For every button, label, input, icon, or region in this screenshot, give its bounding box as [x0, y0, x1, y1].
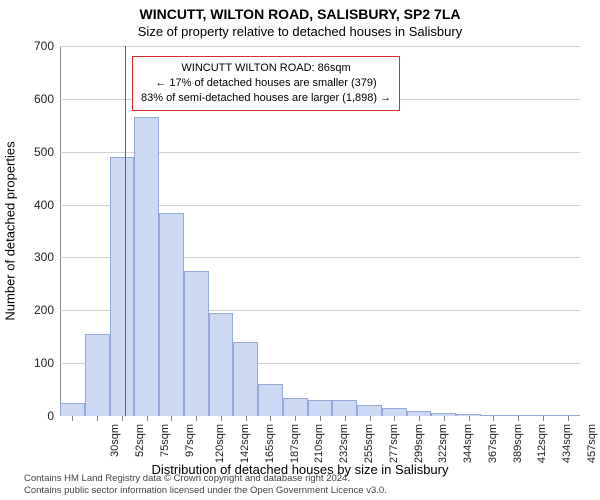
gridline [60, 46, 580, 47]
x-tick-label: 232sqm [338, 424, 350, 463]
x-tick-label: 210sqm [314, 424, 326, 463]
histogram-bar [382, 408, 407, 416]
x-tick-mark [72, 416, 73, 421]
x-tick-mark [246, 416, 247, 421]
y-tick-label: 700 [34, 39, 54, 53]
y-tick-label: 100 [34, 356, 54, 370]
histogram-bar [283, 398, 308, 417]
x-tick-mark [270, 416, 271, 421]
x-tick-label: 344sqm [462, 424, 474, 463]
x-tick-label: 30sqm [109, 424, 121, 457]
x-tick-mark [171, 416, 172, 421]
histogram-bar [159, 213, 184, 417]
x-tick-label: 142sqm [239, 424, 251, 463]
histogram-bar [110, 157, 135, 416]
plot-area: WINCUTT WILTON ROAD: 86sqm← 17% of detac… [60, 46, 580, 416]
histogram-bar [308, 400, 333, 416]
x-tick-label: 97sqm [184, 424, 196, 457]
histogram-bar [332, 400, 357, 416]
x-tick-mark [394, 416, 395, 421]
x-tick-mark [419, 416, 420, 421]
x-tick-label: 277sqm [388, 424, 400, 463]
x-tick-label: 412sqm [536, 424, 548, 463]
chart-container: WINCUTT, WILTON ROAD, SALISBURY, SP2 7LA… [0, 0, 600, 500]
footer-line2: Contains public sector information licen… [24, 485, 387, 496]
y-axis-title: Number of detached properties [3, 141, 18, 320]
x-tick-mark [493, 416, 494, 421]
histogram-bar [258, 384, 283, 416]
x-tick-mark [196, 416, 197, 421]
x-tick-mark [518, 416, 519, 421]
x-tick-mark [147, 416, 148, 421]
histogram-bar [357, 405, 382, 416]
x-tick-label: 299sqm [413, 424, 425, 463]
x-tick-mark [97, 416, 98, 421]
x-tick-mark [221, 416, 222, 421]
footer-attribution: Contains HM Land Registry data © Crown c… [24, 473, 387, 496]
x-tick-label: 457sqm [586, 424, 598, 463]
x-tick-label: 120sqm [215, 424, 227, 463]
chart-title-line2: Size of property relative to detached ho… [0, 24, 600, 39]
x-tick-mark [295, 416, 296, 421]
marker-line [125, 46, 126, 416]
y-tick-label: 400 [34, 198, 54, 212]
x-tick-label: 75sqm [159, 424, 171, 457]
footer-line1: Contains HM Land Registry data © Crown c… [24, 473, 387, 484]
x-tick-label: 389sqm [512, 424, 524, 463]
x-tick-mark [122, 416, 123, 421]
chart-title-line1: WINCUTT, WILTON ROAD, SALISBURY, SP2 7LA [0, 6, 600, 22]
histogram-bar [85, 334, 110, 416]
histogram-bar [209, 313, 234, 416]
x-tick-label: 52sqm [134, 424, 146, 457]
x-tick-label: 187sqm [289, 424, 301, 463]
y-tick-label: 500 [34, 145, 54, 159]
x-tick-mark [370, 416, 371, 421]
x-tick-mark [444, 416, 445, 421]
histogram-bar [134, 117, 159, 416]
y-tick-label: 0 [47, 409, 54, 423]
x-tick-label: 322sqm [437, 424, 449, 463]
x-tick-mark [320, 416, 321, 421]
y-tick-label: 200 [34, 303, 54, 317]
y-tick-label: 600 [34, 92, 54, 106]
x-tick-label: 367sqm [487, 424, 499, 463]
callout-line3: 83% of semi-detached houses are larger (… [141, 91, 391, 106]
y-tick-label: 300 [34, 250, 54, 264]
x-tick-mark [345, 416, 346, 421]
x-tick-mark [543, 416, 544, 421]
x-tick-mark [469, 416, 470, 421]
callout-line2: ← 17% of detached houses are smaller (37… [141, 76, 391, 91]
callout-line1: WINCUTT WILTON ROAD: 86sqm [141, 61, 391, 76]
callout-box: WINCUTT WILTON ROAD: 86sqm← 17% of detac… [132, 56, 400, 111]
x-tick-mark [568, 416, 569, 421]
histogram-bar [233, 342, 258, 416]
histogram-bar [60, 403, 85, 416]
x-tick-label: 434sqm [561, 424, 573, 463]
histogram-bar [184, 271, 209, 416]
x-tick-label: 165sqm [264, 424, 276, 463]
x-tick-label: 255sqm [363, 424, 375, 463]
y-axis-line [60, 46, 61, 416]
